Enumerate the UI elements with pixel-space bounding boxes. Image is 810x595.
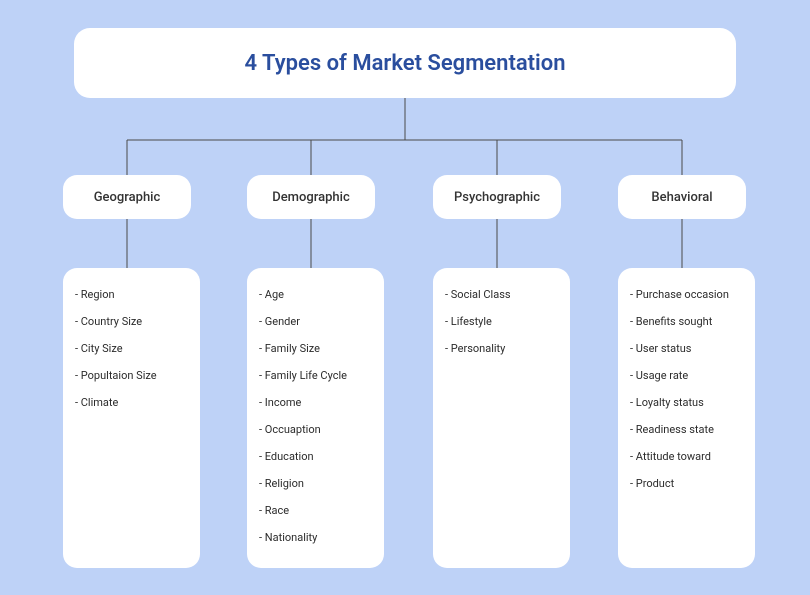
category-node-behavioral: Behavioral [618, 175, 746, 219]
category-node-geographic: Geographic [63, 175, 191, 219]
category-label: Behavioral [651, 190, 712, 205]
list-item: - Benefits sought [630, 315, 743, 328]
title-text: 4 Types of Market Segmentation [245, 51, 566, 76]
list-item: - Popultaion Size [75, 369, 188, 382]
list-item: - Nationality [259, 531, 372, 544]
list-item: - Readiness state [630, 423, 743, 436]
list-item: - City Size [75, 342, 188, 355]
title-node: 4 Types of Market Segmentation [74, 28, 736, 98]
list-item: - Personality [445, 342, 558, 355]
list-item: - Income [259, 396, 372, 409]
list-item: - Region [75, 288, 188, 301]
list-item: - Lifestyle [445, 315, 558, 328]
category-label: Demographic [272, 190, 350, 205]
diagram-canvas: 4 Types of Market Segmentation Geographi… [0, 0, 810, 595]
list-item: - Loyalty status [630, 396, 743, 409]
list-node-behavioral: - Purchase occasion - Benefits sought - Us… [618, 268, 755, 568]
list-item: - Religion [259, 477, 372, 490]
list-item: - Race [259, 504, 372, 517]
list-item: - Occuaption [259, 423, 372, 436]
category-node-demographic: Demographic [247, 175, 375, 219]
category-label: Psychographic [454, 190, 540, 205]
list-node-geographic: - Region - Country Size - City Size - Popul… [63, 268, 200, 568]
category-node-psychographic: Psychographic [433, 175, 561, 219]
category-label: Geographic [94, 190, 161, 205]
list-item: - Social Class [445, 288, 558, 301]
list-item: - Attitude toward [630, 450, 743, 463]
list-item: - Gender [259, 315, 372, 328]
list-item: - Education [259, 450, 372, 463]
list-item: - Product [630, 477, 743, 490]
list-item: - Age [259, 288, 372, 301]
list-item: - Family Life Cycle [259, 369, 372, 382]
list-item: - Usage rate [630, 369, 743, 382]
list-item: - Family Size [259, 342, 372, 355]
list-item: - Purchase occasion [630, 288, 743, 301]
list-node-demographic: - Age - Gender - Family Size - Family Life … [247, 268, 384, 568]
list-item: - Climate [75, 396, 188, 409]
list-node-psychographic: - Social Class - Lifestyle - Personality [433, 268, 570, 568]
list-item: - User status [630, 342, 743, 355]
list-item: - Country Size [75, 315, 188, 328]
